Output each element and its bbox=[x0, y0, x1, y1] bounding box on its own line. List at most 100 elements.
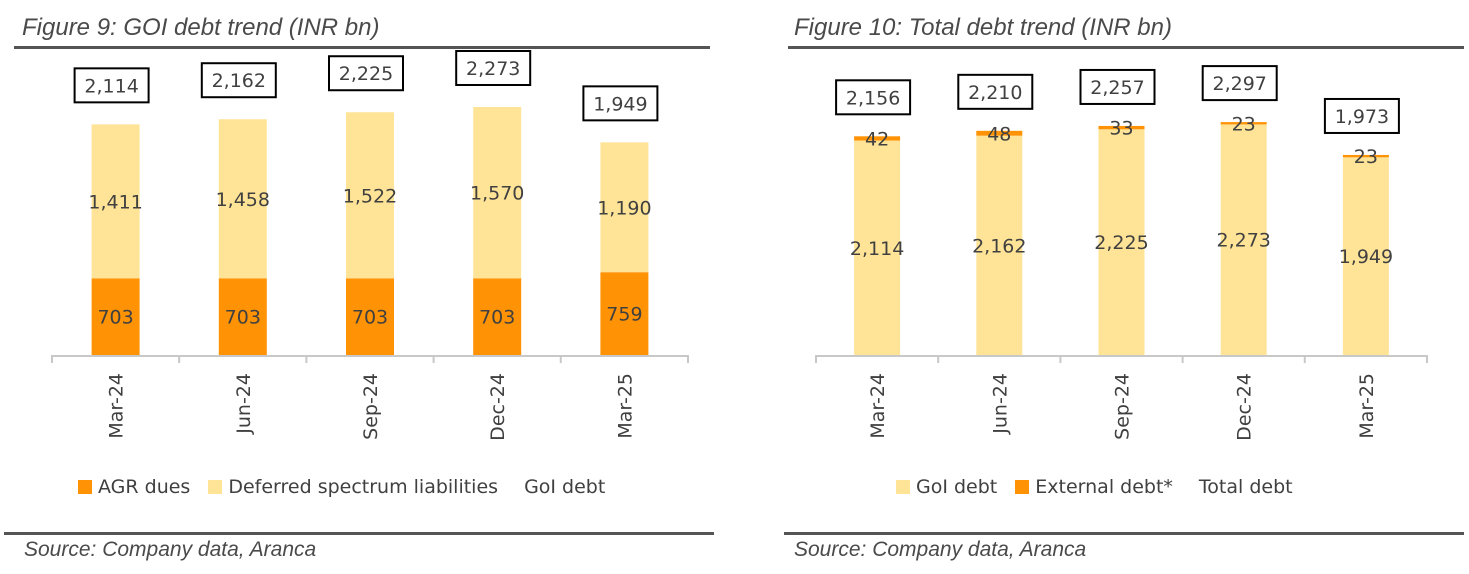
total-label-box bbox=[200, 62, 277, 99]
total-label-box bbox=[582, 85, 659, 122]
figure-9-legend: AGR dues Deferred spectrum liabilities G… bbox=[78, 476, 623, 498]
figure-9-title: Figure 9: GOI debt trend (INR bn) bbox=[22, 14, 380, 41]
figure-10-title: Figure 10: Total debt trend (INR bn) bbox=[794, 14, 1172, 41]
total-label-box bbox=[455, 50, 532, 86]
figure-10-legend: GoI debt External debt* Total debt bbox=[896, 476, 1311, 498]
total-label: 2,210 bbox=[968, 82, 1022, 104]
total-label-box bbox=[328, 55, 404, 92]
bar-goi-debt-mar-24 bbox=[854, 140, 901, 355]
legend-swatch-deferred-spectrum bbox=[208, 480, 223, 494]
data-label: 1,949 bbox=[1339, 246, 1393, 268]
data-label: 2,273 bbox=[1216, 230, 1270, 252]
total-label-box bbox=[1079, 68, 1156, 105]
total-label-box bbox=[957, 73, 1034, 110]
legend-swatch-external-debt bbox=[1015, 480, 1030, 494]
data-label: 2,225 bbox=[1094, 232, 1148, 254]
data-label: 703 bbox=[97, 307, 133, 329]
data-label: 703 bbox=[225, 307, 261, 329]
legend-swatch-goi-debt bbox=[896, 480, 910, 494]
figure-10-chart: 2,114 42 2,156 Mar-24 2,162 48 2,210 Jun-24 2,22… bbox=[815, 65, 1428, 441]
x-tick-label: Sep-24 bbox=[360, 373, 382, 440]
figure-9-source: Source: Company data, Aranca bbox=[24, 538, 317, 561]
x-tick-label: Mar-24 bbox=[106, 373, 128, 439]
bar-external-debt-mar-24 bbox=[854, 136, 901, 141]
data-label: 1,570 bbox=[470, 183, 524, 205]
bar-goi-debt-sep-24 bbox=[1098, 129, 1145, 355]
total-label: 1,949 bbox=[593, 93, 647, 115]
data-label: 23 bbox=[1354, 146, 1378, 168]
legend-label: Total debt bbox=[1198, 476, 1293, 498]
x-tick-label: Dec-24 bbox=[1234, 373, 1256, 441]
legend-label: GoI debt bbox=[524, 476, 606, 498]
legend-label: External debt* bbox=[1035, 476, 1173, 498]
x-tick-label: Dec-24 bbox=[487, 373, 509, 441]
total-label-box bbox=[835, 79, 912, 116]
total-label: 2,297 bbox=[1212, 73, 1266, 95]
data-label: 1,411 bbox=[88, 191, 142, 213]
x-tick-label: Jun-24 bbox=[233, 373, 255, 435]
data-label: 2,162 bbox=[972, 235, 1026, 257]
data-label: 1,458 bbox=[216, 189, 270, 211]
figure-9-chart: 703 1,411 2,114 Mar-24 703 1,458 2,162 Jun-24 70… bbox=[51, 50, 689, 441]
bar-external-debt-mar-25 bbox=[1342, 154, 1389, 158]
bar-deferred-spectrum-liabilities-sep-24 bbox=[346, 112, 394, 279]
bar-agr-dues-mar-25 bbox=[600, 272, 649, 355]
total-label: 2,225 bbox=[339, 63, 393, 85]
total-label: 2,156 bbox=[846, 87, 900, 109]
bar-goi-debt-jun-24 bbox=[976, 135, 1023, 355]
total-label-box bbox=[1201, 65, 1278, 102]
bar-external-debt-dec-24 bbox=[1220, 122, 1267, 125]
legend-label: GoI debt bbox=[916, 476, 998, 498]
total-label: 2,114 bbox=[84, 75, 138, 97]
data-label: 42 bbox=[865, 128, 889, 150]
legend-label: Deferred spectrum liabilities bbox=[228, 476, 499, 498]
x-tick-label: Mar-25 bbox=[1356, 373, 1378, 439]
x-tick-label: Sep-24 bbox=[1112, 373, 1134, 440]
bar-deferred-spectrum-liabilities-mar-25 bbox=[600, 142, 649, 273]
legend-item-goi-debt: GoI debt bbox=[516, 476, 605, 498]
total-label: 1,973 bbox=[1335, 106, 1389, 128]
legend-item-agr-dues: AGR dues bbox=[78, 476, 190, 498]
title-divider bbox=[788, 46, 1464, 49]
legend-label: AGR dues bbox=[98, 476, 191, 498]
total-label: 2,257 bbox=[1090, 77, 1144, 99]
source-divider bbox=[4, 532, 714, 535]
legend-swatch-agr-dues bbox=[78, 480, 92, 494]
source-divider bbox=[784, 532, 1464, 535]
figure-10-panel: Figure 10: Total debt trend (INR bn) 2,1… bbox=[780, 0, 1469, 574]
x-tick-label: Mar-24 bbox=[867, 373, 889, 439]
data-label: 23 bbox=[1232, 113, 1256, 135]
figure-9-panel: Figure 9: GOI debt trend (INR bn) 703 1,4… bbox=[4, 14, 714, 561]
legend-item-external-debt: External debt* bbox=[1015, 476, 1173, 498]
data-label: 48 bbox=[987, 123, 1011, 145]
bar-goi-debt-dec-24 bbox=[1220, 124, 1267, 355]
data-label: 2,114 bbox=[850, 238, 904, 260]
bar-agr-dues-dec-24 bbox=[473, 278, 522, 355]
x-tick-label: Mar-25 bbox=[614, 373, 636, 439]
bar-external-debt-jun-24 bbox=[976, 130, 1023, 136]
total-label-box bbox=[73, 67, 150, 104]
legend-item-total-debt: Total debt bbox=[1191, 476, 1293, 498]
bar-agr-dues-sep-24 bbox=[346, 278, 394, 355]
total-label: 2,162 bbox=[212, 70, 266, 92]
bar-agr-dues-jun-24 bbox=[218, 278, 267, 355]
legend-item-goi-debt: GoI debt bbox=[896, 476, 997, 498]
data-label: 703 bbox=[479, 307, 515, 329]
data-label: 703 bbox=[352, 307, 388, 329]
bar-goi-debt-mar-25 bbox=[1342, 157, 1389, 355]
total-label: 2,273 bbox=[466, 58, 520, 80]
figure-10-source: Source: Company data, Aranca bbox=[794, 538, 1087, 561]
total-label-box bbox=[1323, 97, 1400, 134]
bar-deferred-spectrum-liabilities-mar-24 bbox=[91, 124, 140, 279]
legend-item-deferred-spectrum: Deferred spectrum liabilities bbox=[208, 476, 498, 498]
data-label: 1,190 bbox=[597, 197, 651, 219]
bar-external-debt-sep-24 bbox=[1098, 125, 1145, 130]
data-label: 759 bbox=[606, 304, 642, 326]
bar-deferred-spectrum-liabilities-jun-24 bbox=[218, 119, 267, 279]
title-divider bbox=[14, 46, 710, 49]
bar-agr-dues-mar-24 bbox=[91, 278, 140, 355]
x-tick-label: Jun-24 bbox=[989, 373, 1011, 435]
data-label: 33 bbox=[1109, 118, 1133, 140]
data-label: 1,522 bbox=[343, 185, 397, 207]
bar-deferred-spectrum-liabilities-dec-24 bbox=[473, 107, 522, 279]
